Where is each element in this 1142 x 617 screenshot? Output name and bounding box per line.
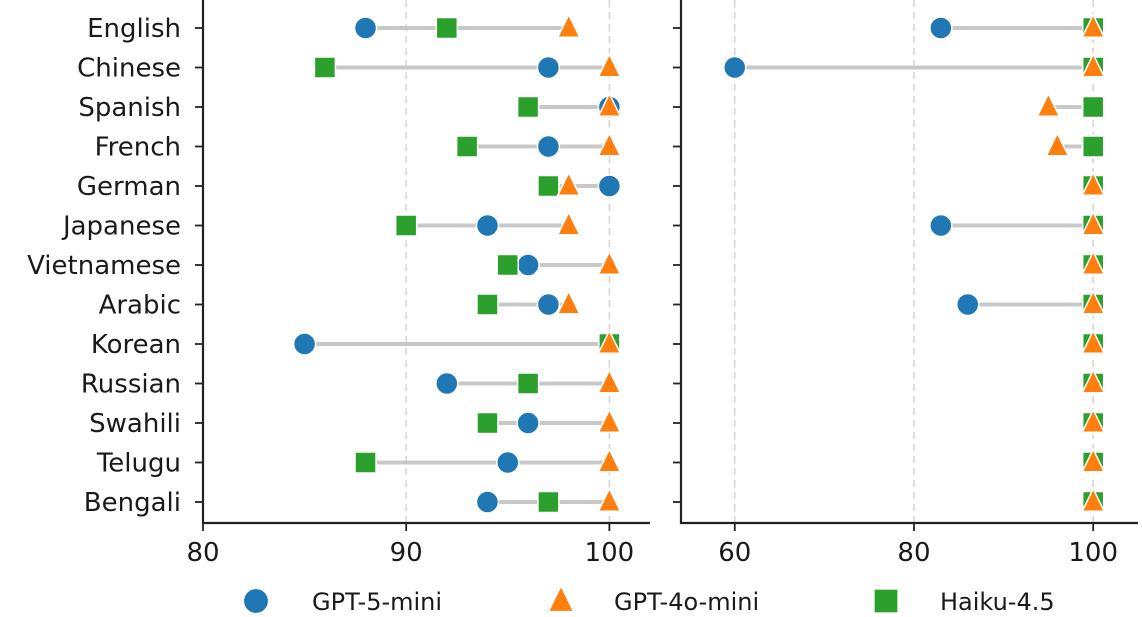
x-tick-label: 100 xyxy=(585,538,635,568)
x-tick-label: 90 xyxy=(390,538,423,568)
x-tick-label: 100 xyxy=(1068,538,1118,568)
legend-marker-haiku-4-5 xyxy=(873,588,899,614)
point-gpt-4o-mini xyxy=(597,447,622,473)
x-tick-label: 60 xyxy=(718,538,751,568)
legend-label-haiku-4-5: Haiku-4.5 xyxy=(940,588,1055,616)
point-gpt-5-mini xyxy=(929,213,953,238)
point-gpt-4o-mini xyxy=(1080,408,1106,433)
point-haiku-4-5 xyxy=(476,293,499,316)
legend: GPT-5-mini GPT-4o-mini Haiku-4.5 xyxy=(242,584,1055,616)
category-label: Telugu xyxy=(96,449,181,479)
point-gpt-4o-mini xyxy=(556,13,581,38)
point-gpt-5-mini xyxy=(353,16,378,40)
point-haiku-4-5 xyxy=(455,135,479,158)
category-label: French xyxy=(95,133,181,163)
point-haiku-4-5 xyxy=(394,214,418,237)
point-gpt-4o-mini xyxy=(597,131,622,157)
point-haiku-4-5 xyxy=(435,16,459,40)
point-gpt-4o-mini xyxy=(1080,329,1106,354)
point-gpt-4o-mini xyxy=(1080,368,1106,394)
point-gpt-5-mini xyxy=(292,332,317,356)
point-gpt-4o-mini xyxy=(597,329,622,354)
category-label: Russian xyxy=(81,370,181,400)
panel-1: 80 90 100 English Chinese Spanish French German… xyxy=(27,0,650,568)
point-gpt-5-mini xyxy=(955,292,980,317)
point-gpt-4o-mini xyxy=(1080,13,1106,38)
point-gpt-5-mini xyxy=(516,411,540,435)
point-gpt-4o-mini xyxy=(1045,131,1070,157)
point-gpt-4o-mini xyxy=(556,171,581,196)
point-gpt-4o-mini xyxy=(1080,250,1106,275)
point-gpt-4o-mini xyxy=(556,289,581,315)
point-haiku-4-5 xyxy=(537,490,560,514)
point-gpt-4o-mini xyxy=(597,250,622,275)
category-label: Arabic xyxy=(99,291,181,321)
point-gpt-4o-mini xyxy=(1080,447,1106,473)
point-gpt-5-mini xyxy=(929,16,953,40)
category-label: Bengali xyxy=(84,488,181,518)
point-gpt-5-mini xyxy=(723,55,747,80)
point-gpt-4o-mini xyxy=(1080,52,1106,78)
point-gpt-4o-mini xyxy=(1036,92,1061,117)
category-label: Korean xyxy=(91,330,181,360)
legend-marker-gpt-4o-mini xyxy=(547,584,575,613)
x-tick-label: 80 xyxy=(186,538,219,568)
point-gpt-4o-mini xyxy=(597,52,622,78)
point-gpt-5-mini xyxy=(597,174,622,198)
category-label: Chinese xyxy=(77,54,181,84)
x-tick-label: 80 xyxy=(897,538,930,568)
category-label: Vietnamese xyxy=(27,251,181,281)
point-gpt-4o-mini xyxy=(556,210,581,236)
point-gpt-5-mini xyxy=(475,490,500,514)
category-label: Japanese xyxy=(61,212,181,242)
point-gpt-5-mini xyxy=(516,253,540,277)
category-label: Swahili xyxy=(89,409,181,439)
point-haiku-4-5 xyxy=(496,253,520,277)
point-gpt-4o-mini xyxy=(597,487,622,512)
category-label: English xyxy=(87,14,181,44)
point-gpt-4o-mini xyxy=(1080,289,1106,315)
point-gpt-5-mini xyxy=(536,134,561,159)
point-gpt-4o-mini xyxy=(1080,171,1106,196)
point-gpt-4o-mini xyxy=(1080,487,1106,512)
point-haiku-4-5 xyxy=(354,451,377,474)
point-haiku-4-5 xyxy=(516,95,540,119)
point-gpt-5-mini xyxy=(496,450,520,475)
point-haiku-4-5 xyxy=(1081,95,1105,119)
point-haiku-4-5 xyxy=(537,174,560,198)
point-gpt-4o-mini xyxy=(597,92,622,117)
point-haiku-4-5 xyxy=(476,411,499,435)
category-label: Spanish xyxy=(78,93,181,123)
legend-marker-gpt-5-mini xyxy=(242,587,270,615)
point-gpt-5-mini xyxy=(435,371,459,396)
point-haiku-4-5 xyxy=(1081,135,1105,158)
legend-label-gpt-4o-mini: GPT-4o-mini xyxy=(614,588,759,616)
point-gpt-5-mini xyxy=(475,213,500,238)
point-gpt-5-mini xyxy=(536,292,561,317)
point-haiku-4-5 xyxy=(516,372,540,395)
point-gpt-4o-mini xyxy=(597,408,622,433)
point-gpt-5-mini xyxy=(536,55,561,80)
panel-2: 60 80 100 xyxy=(673,0,1138,568)
point-gpt-4o-mini xyxy=(597,368,622,394)
category-label: German xyxy=(77,172,181,202)
point-gpt-4o-mini xyxy=(1080,210,1106,236)
legend-label-gpt-5-mini: GPT-5-mini xyxy=(312,588,442,616)
point-haiku-4-5 xyxy=(313,56,337,79)
